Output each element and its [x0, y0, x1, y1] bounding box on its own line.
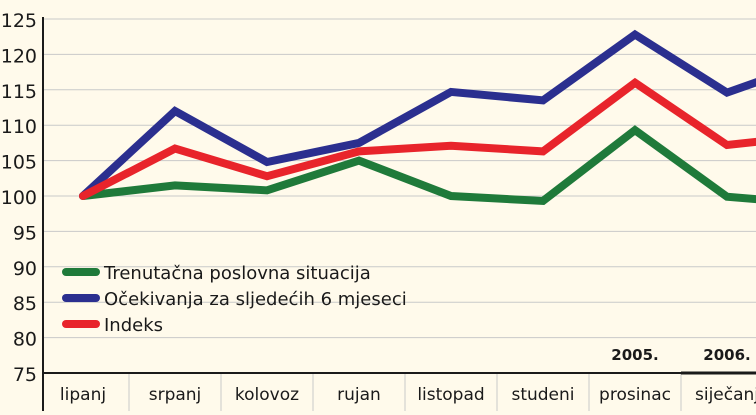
- y-tick-label-95: 95: [13, 222, 37, 244]
- y-tick-label-125: 125: [1, 10, 37, 32]
- x-tick-label-sijecanj: siječanj: [695, 385, 756, 405]
- gridlines: [43, 18, 756, 411]
- legend-label-ocekivanja-za-sljedecih-6-mjeseci: Očekivanja za sljedećih 6 mjeseci: [104, 289, 407, 310]
- y-tick-label-115: 115: [1, 81, 37, 103]
- legend-label-trenutacna-poslovna-situacija: Trenutačna poslovna situacija: [103, 263, 371, 284]
- year-label-2005: 2005.: [611, 346, 658, 364]
- y-tick-label-100: 100: [1, 187, 37, 209]
- y-tick-label-75: 75: [13, 364, 37, 386]
- x-tick-label-studeni: studeni: [511, 385, 574, 405]
- y-tick-label-80: 80: [13, 329, 37, 351]
- y-tick-label-110: 110: [1, 116, 37, 138]
- year-labels: 2005. 2006.: [611, 346, 756, 375]
- y-tick-label-120: 120: [1, 45, 37, 67]
- y-tick-label-90: 90: [13, 258, 37, 280]
- axes: 75 80 85 90 95 100 105 110 115 120 125 lipanj srpanj…: [1, 10, 756, 411]
- x-tick-label-lipanj: lipanj: [60, 385, 106, 405]
- x-tick-label-kolovoz: kolovoz: [235, 385, 299, 405]
- x-tick-label-rujan: rujan: [337, 385, 381, 405]
- x-tick-label-prosinac: prosinac: [599, 385, 671, 405]
- series-lines: [79, 29, 756, 206]
- y-tick-label-105: 105: [1, 152, 37, 174]
- series-line-ocekivanja-za-sljedecih-6-mjeseci: [79, 29, 756, 200]
- series-line-trenutacna-poslovna-situacija: [79, 125, 756, 206]
- year-label-2006: 2006.: [703, 346, 750, 364]
- legend-label-indeks: Indeks: [104, 315, 163, 336]
- y-tick-label-85: 85: [13, 293, 37, 315]
- legend: Trenutačna poslovna situacija Očekivanja …: [62, 263, 407, 336]
- series-line-indeks: [79, 77, 756, 200]
- x-tick-label-srpanj: srpanj: [149, 385, 202, 405]
- x-tick-label-listopad: listopad: [417, 385, 484, 405]
